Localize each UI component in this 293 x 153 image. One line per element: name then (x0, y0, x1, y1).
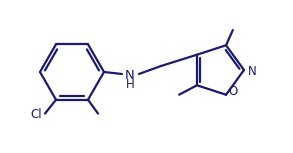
Text: N: N (248, 65, 257, 78)
Text: N: N (125, 69, 135, 82)
Text: H: H (126, 78, 134, 91)
Text: Cl: Cl (30, 108, 42, 121)
Text: O: O (228, 85, 237, 98)
